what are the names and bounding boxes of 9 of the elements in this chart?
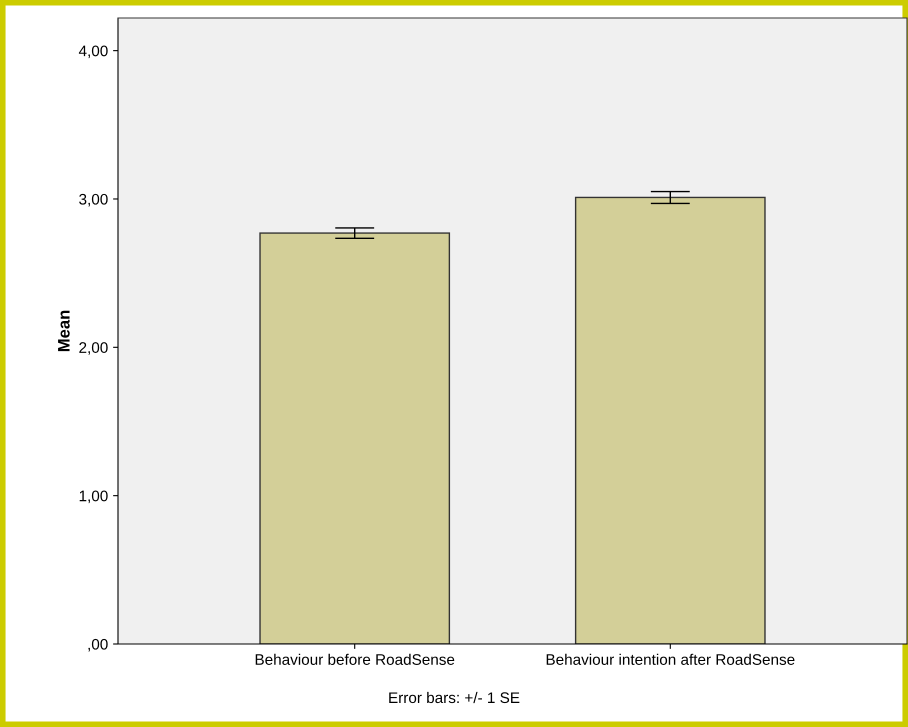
x-tick-label: Behaviour before RoadSense	[256, 654, 454, 665]
y-axis-title: Mean	[58, 310, 70, 352]
y-tick-label: ,00	[88, 638, 108, 652]
y-tick-label: 2,00	[79, 342, 108, 355]
x-tick-label: Behaviour intention after RoadSense	[546, 654, 794, 665]
y-tick-label: 3,00	[79, 194, 108, 206]
text: Error bars: +/- 1 SE	[389, 692, 520, 704]
y-tick-label: 4,00	[78, 46, 108, 58]
y-tick-label: 1,00	[80, 490, 108, 504]
